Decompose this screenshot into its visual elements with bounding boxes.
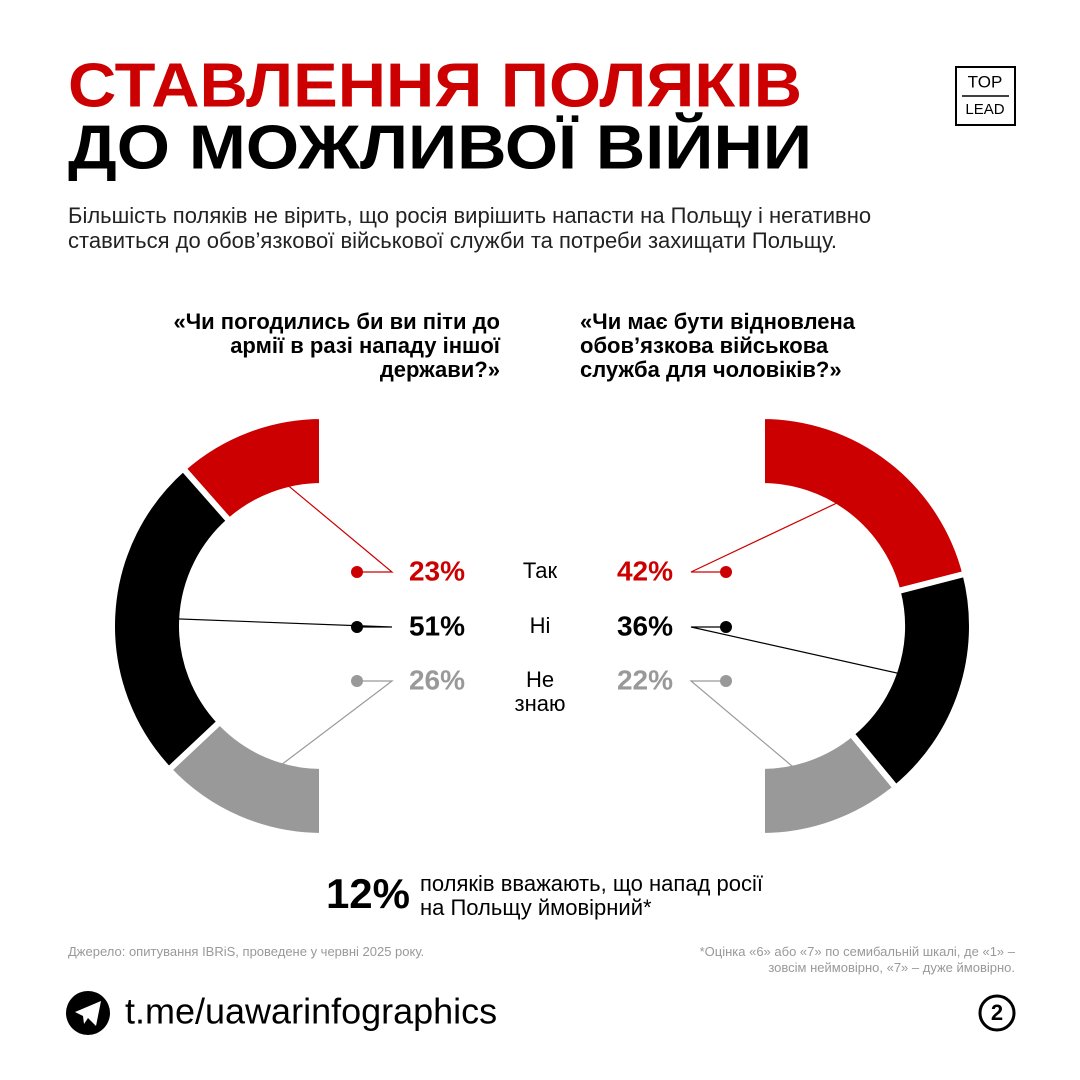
title-line: ДО МОЖЛИВОЇ ВІЙНИ: [68, 112, 812, 182]
leader-line: [252, 680, 394, 788]
leader-line: [690, 626, 929, 681]
leader-line: [690, 487, 870, 573]
logo-text: TOP: [968, 72, 1003, 91]
source: Джерело: опитування IBRiS, проведене у ч…: [68, 944, 425, 959]
leader-line: [689, 680, 822, 792]
leader-dot: [720, 621, 732, 633]
note: *Оцінка «6» або «7» по семибальній шкалі…: [699, 944, 1015, 975]
leader-dot: [351, 621, 363, 633]
category-label: Так: [522, 558, 558, 583]
question: «Чи має бути відновлена обов’язкова війс…: [580, 309, 856, 382]
logo-box: [955, 66, 1016, 126]
value-label: 23%: [409, 555, 465, 586]
leader-line: [147, 617, 393, 628]
logo-text: LEAD: [965, 101, 1004, 118]
leader-dot: [720, 566, 732, 578]
telegram-plane: [75, 1001, 101, 1026]
highlight-text: поляків вважають, що напад росії на Поль…: [420, 871, 763, 920]
donut-segment: [164, 717, 325, 840]
value-label: 42%: [617, 555, 673, 586]
value-label: 22%: [617, 664, 673, 695]
category-label: Ні: [529, 613, 551, 638]
page-number: 2: [991, 1000, 1003, 1025]
page-badge: [978, 994, 1016, 1032]
footer-link[interactable]: t.me/uawarinfographics: [125, 991, 497, 1032]
leader-line: [259, 461, 394, 573]
value-label: 51%: [409, 610, 465, 641]
leader-dot: [351, 675, 363, 687]
donut-segment: [759, 729, 901, 840]
donut-segment: [759, 412, 970, 595]
category-label: Не знаю: [514, 667, 566, 716]
question: «Чи погодились би ви піти до армії в раз…: [173, 309, 500, 382]
value-label: 26%: [409, 664, 465, 695]
highlight-value: 12%: [325, 870, 410, 917]
leader-dot: [720, 675, 732, 687]
value-label: 36%: [617, 610, 673, 641]
leader-dot: [351, 566, 363, 578]
subtitle: Більшість поляків не вірить, що росія ви…: [68, 203, 872, 253]
title-line: СТАВЛЕННЯ ПОЛЯКІВ: [68, 51, 802, 120]
